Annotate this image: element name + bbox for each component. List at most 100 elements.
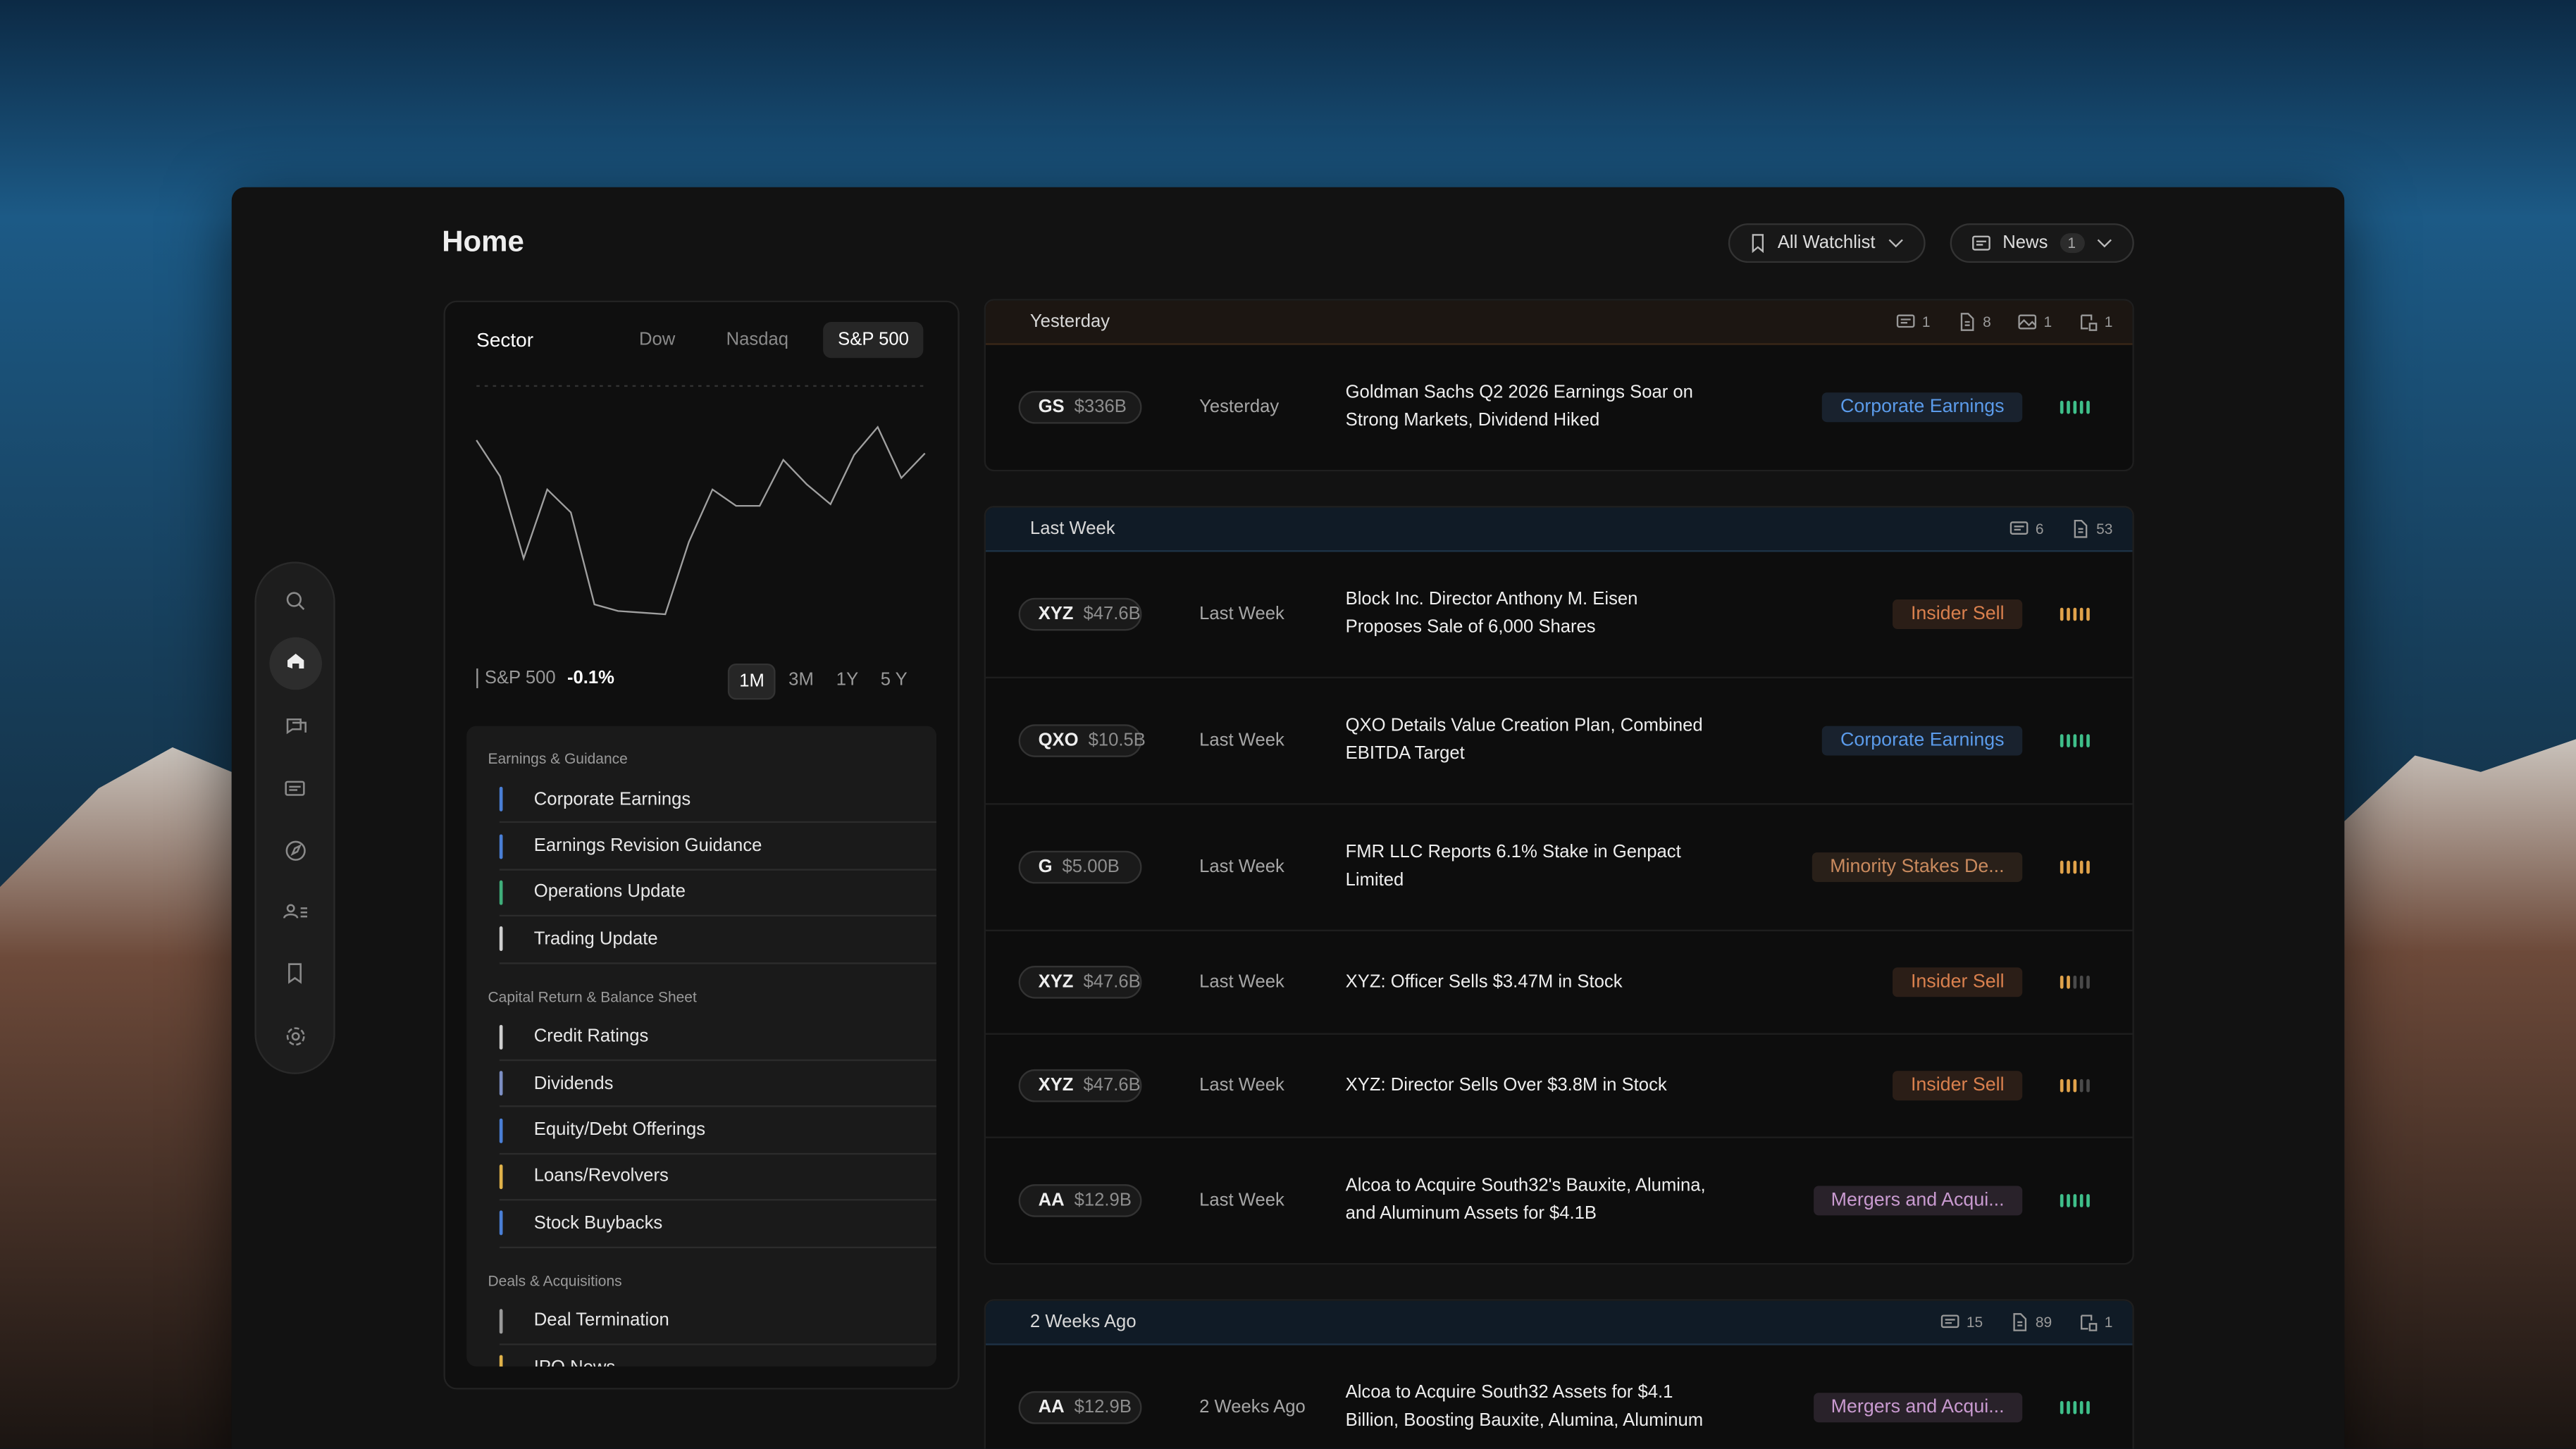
settings-icon[interactable]: [286, 1027, 305, 1046]
range-button[interactable]: 5 Y: [880, 670, 908, 690]
category-item[interactable]: Equity/Debt Offerings: [499, 1107, 937, 1155]
doc-icon: [2074, 519, 2088, 538]
news-count: 1: [2059, 233, 2084, 254]
category-item[interactable]: Corporate Earnings: [499, 777, 937, 824]
news-time: Last Week: [1199, 857, 1284, 878]
range-button[interactable]: 1Y: [836, 670, 859, 690]
icon-part: [2088, 323, 2098, 331]
index-line: [476, 425, 926, 616]
signal-bar: [2073, 1400, 2077, 1414]
market-cap: $47.6B: [1083, 604, 1141, 625]
news-row[interactable]: XYZ $47.6B Last Week XYZ: Officer Sells $3.…: [985, 931, 2133, 1035]
explore-icon[interactable]: [285, 840, 306, 861]
category-tag[interactable]: Corporate Earnings: [1822, 392, 2023, 423]
ticker-pill[interactable]: AA $12.9B: [1018, 1391, 1142, 1424]
ticker-pill[interactable]: G $5.00B: [1018, 850, 1142, 884]
category-tag[interactable]: Insider Sell: [1893, 967, 2023, 997]
ticker-pill[interactable]: XYZ $47.6B: [1018, 1069, 1142, 1102]
people-icon[interactable]: [283, 904, 308, 919]
category-item[interactable]: Dividends: [499, 1061, 937, 1108]
chevron: [1888, 239, 1902, 248]
category-tag[interactable]: Corporate Earnings: [1822, 726, 2023, 756]
news-group: Last Week 6 53 XYZ $47.6B Last Week Block Inc.…: [984, 506, 2134, 1265]
market-cap: $47.6B: [1083, 1076, 1141, 1096]
news-label: News: [2002, 233, 2048, 254]
news-row[interactable]: AA $12.9B 2 Weeks Ago Alcoa to Acquire Sout…: [986, 1345, 2132, 1449]
signal-bar: [2079, 1194, 2083, 1207]
category-item[interactable]: Deal Termination: [499, 1298, 937, 1345]
news-row[interactable]: G $5.00B Last Week FMR LLC Reports 6.1% Sta…: [985, 805, 2133, 932]
news-row[interactable]: GS $336B Yesterday Goldman Sachs Q2 2026 Ea…: [986, 345, 2132, 470]
count-value: 53: [2096, 521, 2113, 537]
market-tab[interactable]: Dow: [639, 330, 676, 350]
group-header: Yesterday 1 8 1 1: [985, 300, 2133, 345]
range-button[interactable]: 3M: [788, 670, 814, 690]
bookmark-icon[interactable]: [288, 963, 302, 984]
ticker-pill[interactable]: XYZ $47.6B: [1018, 966, 1142, 999]
range-button[interactable]: 1M: [727, 663, 776, 700]
news-group: Yesterday 1 8 1 1 GS $336B Yesterday Goldman Sac…: [984, 299, 2134, 472]
ticker-pill[interactable]: GS $336B: [1018, 390, 1142, 424]
category-color: [499, 1308, 503, 1333]
category-label: Trading Update: [533, 929, 658, 950]
icon-part: [289, 785, 301, 791]
watchlist-dropdown[interactable]: All Watchlist: [1728, 223, 1925, 263]
home-icon[interactable]: [287, 653, 304, 668]
category-tag[interactable]: Mergers and Acqui...: [1812, 1393, 2023, 1423]
category-label: Deal Termination: [533, 1311, 669, 1331]
icon-part: [283, 907, 308, 919]
ticker-pill[interactable]: QXO $10.5B: [1018, 724, 1146, 757]
group-header: 2 Weeks Ago 15 89 1: [985, 1300, 2133, 1345]
category-item[interactable]: Stock Buybacks: [499, 1201, 937, 1248]
signal-bar: [2067, 734, 2070, 747]
search-icon[interactable]: [286, 592, 305, 610]
group-header: Last Week 6 53: [985, 507, 2133, 552]
category-item[interactable]: Credit Ratings: [499, 1014, 937, 1062]
ticker-pill[interactable]: AA $12.9B: [1018, 1184, 1142, 1217]
signal-bar: [2079, 975, 2083, 989]
category-tag[interactable]: Mergers and Acqui...: [1812, 1186, 2023, 1216]
category-item[interactable]: Earnings Revision Guidance: [499, 823, 937, 871]
count-value: 89: [2035, 1314, 2052, 1331]
category-tag[interactable]: Minority Stakes De...: [1812, 852, 2023, 883]
active-indicator: [269, 637, 323, 690]
news-row[interactable]: AA $12.9B Last Week Alcoa to Acquire South3…: [986, 1138, 2132, 1263]
market-tab[interactable]: S&P 500: [823, 322, 924, 359]
signal-strength: [2060, 1400, 2100, 1414]
category-item[interactable]: Loans/Revolvers: [499, 1155, 937, 1201]
icon-part: [1964, 321, 1970, 326]
category-item[interactable]: Operations Update: [499, 870, 937, 917]
ticker-pill[interactable]: XYZ $47.6B: [1018, 597, 1142, 631]
count-value: 1: [2104, 313, 2113, 330]
category-tag[interactable]: Insider Sell: [1893, 599, 2023, 630]
chat-icon[interactable]: [286, 718, 306, 735]
market-tab[interactable]: Nasdaq: [726, 330, 789, 350]
category-color: [499, 1164, 503, 1189]
tag-wrap: Mergers and Acqui...: [1715, 1393, 2023, 1423]
category-item[interactable]: Trading Update: [499, 916, 937, 964]
filing-icon: [2080, 314, 2098, 331]
news-row[interactable]: QXO $10.5B Last Week QXO Details Value Crea…: [985, 678, 2133, 805]
market-cap: $47.6B: [1083, 972, 1141, 993]
market-cap: $12.9B: [1074, 1398, 1132, 1418]
signal-bar: [2073, 734, 2077, 747]
icon-part: [1900, 318, 1911, 324]
news-row[interactable]: XYZ $47.6B Last Week Block Inc. Director An…: [985, 552, 2133, 678]
news-row[interactable]: XYZ $47.6B Last Week XYZ: Director Sells Ov…: [985, 1035, 2133, 1138]
signal-bar: [2079, 400, 2083, 414]
category-tag[interactable]: Insider Sell: [1893, 1071, 2023, 1101]
news-feed: Yesterday 1 8 1 1 GS $336B Yesterday Goldman Sac…: [984, 299, 2134, 1449]
signal-bar: [2086, 975, 2090, 989]
news-icon: [1940, 1314, 1959, 1329]
icon-part: [2078, 528, 2083, 533]
icon-part: [1960, 313, 1974, 331]
signal-bar: [2073, 400, 2077, 414]
news-dropdown[interactable]: News 1: [1950, 223, 2134, 263]
page-title: Home: [442, 225, 524, 259]
icon-part: [2013, 1313, 2026, 1331]
news-icon[interactable]: [285, 781, 305, 796]
icon-part: [2074, 519, 2088, 538]
icon-part: [1945, 1319, 1955, 1324]
category-item[interactable]: IPO News: [499, 1345, 936, 1367]
market-cap: $336B: [1074, 397, 1127, 418]
